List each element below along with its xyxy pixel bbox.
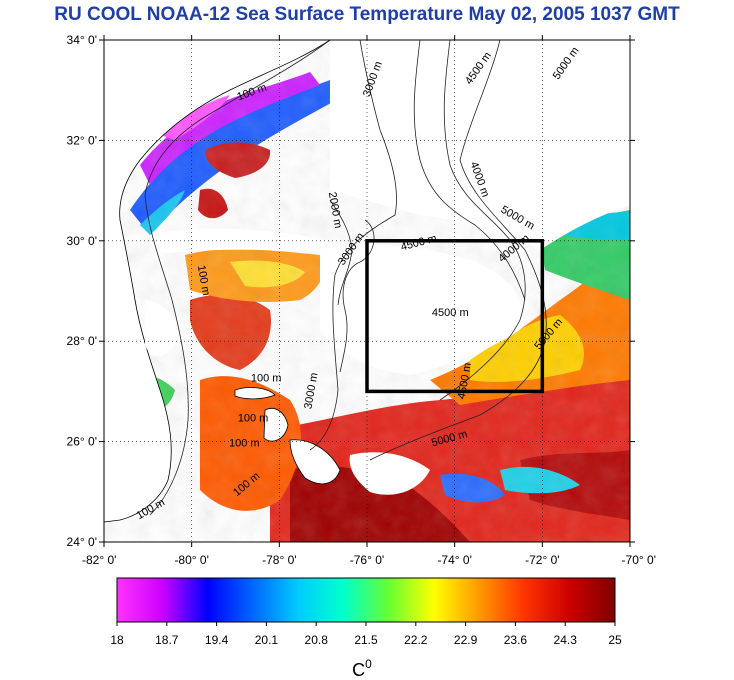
us-southeast-coast-land — [104, 40, 331, 523]
contour-label-15: 100 m — [251, 372, 282, 384]
colorbar-unit-label: C0 — [352, 657, 372, 680]
grand-bahama-island — [234, 387, 276, 400]
colorbar-tick-label-6: 22.2 — [404, 633, 428, 647]
temperature-colorbar: 18 18.7 19.4 20.1 20.8 21.5 22.2 22.9 23.6 24.3 25… — [110, 577, 622, 680]
colorbar-tick-label-9: 24.3 — [554, 633, 578, 647]
colorbar-tick-label-5: 21.5 — [354, 633, 378, 647]
contour-100m — [144, 40, 331, 516]
lat-tick-label-5: 24° 0' — [67, 535, 97, 549]
map-title: RU COOL NOAA-12 Sea Surface Temperature … — [54, 4, 680, 25]
bahamas-cloud-gap — [349, 452, 430, 495]
andros-island — [263, 408, 289, 442]
latitude-axis: 34° 0' 32° 0' 30° 0' 28° 0' 26° 0' 24° 0' — [67, 33, 635, 549]
colorbar-gradient — [116, 577, 616, 623]
colorbar-tick-label-0: 18 — [110, 633, 124, 647]
colorbar-tick-label-2: 19.4 — [205, 633, 229, 647]
lon-tick-label-1: -80° 0' — [174, 553, 208, 567]
lat-tick-label-2: 30° 0' — [67, 234, 97, 248]
longitude-axis: -82° 0' -80° 0' -78° 0' -76° 0' -74° 0' -72° … — [82, 35, 656, 567]
offshore-cloud-gap-north — [330, 40, 630, 250]
lon-tick-label-4: -74° 0' — [437, 553, 471, 567]
lat-tick-label-0: 34° 0' — [67, 33, 97, 47]
contour-label-11: 4500 m — [432, 307, 469, 319]
contour-4000m — [413, 40, 526, 301]
contour-3000m — [309, 40, 397, 451]
contour-label-16: 100 m — [238, 413, 269, 425]
lon-tick-label-6: -70° 0' — [622, 553, 656, 567]
lon-tick-label-2: -78° 0' — [262, 553, 296, 567]
lat-tick-label-4: 26° 0' — [67, 435, 97, 449]
contour-blake-plateau — [329, 199, 353, 306]
florida-interior-gap — [150, 228, 327, 253]
colorbar-tick-label-3: 20.1 — [255, 633, 279, 647]
contour-label-10: 100 m — [195, 264, 212, 296]
colorbar-tick-label-4: 20.8 — [305, 633, 329, 647]
lon-tick-label-5: -72° 0' — [525, 553, 559, 567]
lon-tick-label-0: -82° 0' — [82, 553, 116, 567]
colorbar-tick-label-7: 22.9 — [454, 633, 478, 647]
colorbar-tick-label-10: 25 — [608, 633, 622, 647]
lon-tick-label-3: -76° 0' — [350, 553, 384, 567]
florida-shelf-gap — [145, 300, 177, 357]
colorbar-ticks: 18 18.7 19.4 20.1 20.8 21.5 22.2 22.9 23.6 24.3 25 — [110, 622, 622, 647]
land-layer — [104, 40, 630, 523]
lat-tick-label-3: 28° 0' — [67, 334, 97, 348]
colorbar-tick-label-1: 18.7 — [155, 633, 179, 647]
bahamas-bank-south — [289, 439, 341, 485]
offshore-cloud-gap-central — [320, 244, 523, 375]
colorbar-tick-label-8: 23.6 — [504, 633, 528, 647]
contour-label-17: 100 m — [229, 438, 260, 450]
lat-tick-label-1: 32° 0' — [67, 133, 97, 147]
